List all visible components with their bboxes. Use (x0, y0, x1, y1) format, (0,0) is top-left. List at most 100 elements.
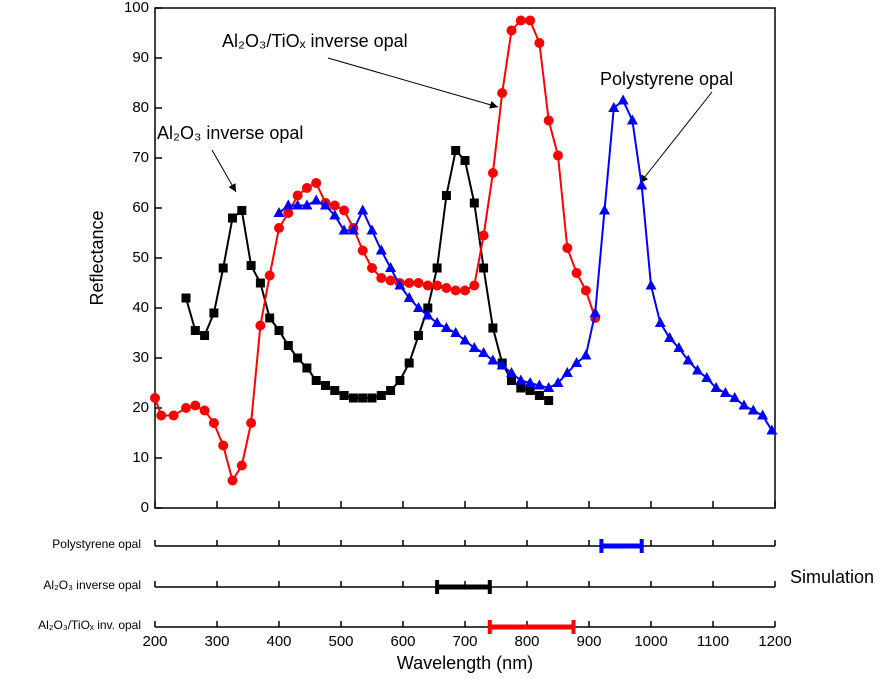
data-point (487, 354, 499, 365)
data-point (367, 393, 377, 403)
data-point (534, 38, 545, 48)
data-point (218, 440, 229, 451)
data-point (274, 326, 284, 335)
data-point (552, 377, 564, 387)
data-point (394, 279, 406, 290)
data-point (682, 354, 694, 365)
data-point (395, 376, 405, 385)
data-point (190, 326, 200, 335)
data-point (506, 25, 517, 36)
y-tick-label: 60 (132, 199, 149, 216)
data-point (190, 400, 201, 411)
data-point (580, 349, 592, 360)
simulation-label: Simulation (790, 567, 874, 587)
x-tick-label: 600 (390, 633, 415, 650)
data-point (432, 263, 442, 273)
annotation-arrow (211, 149, 237, 193)
data-point (329, 200, 340, 211)
annotation-arrow (639, 91, 713, 184)
data-point (375, 244, 387, 255)
data-point (487, 168, 498, 178)
x-tick-label: 1100 (697, 633, 729, 650)
data-point (348, 393, 358, 403)
data-point (376, 273, 387, 283)
data-point (264, 270, 275, 281)
data-point (478, 347, 490, 357)
y-tick-label: 20 (132, 399, 149, 416)
data-point (544, 396, 554, 405)
data-point (404, 358, 414, 368)
series-line (278, 98, 773, 432)
data-point (673, 342, 685, 352)
data-point (236, 460, 247, 471)
data-point (562, 243, 573, 253)
data-point (227, 475, 238, 486)
data-point (181, 293, 191, 303)
data-point (431, 317, 443, 327)
data-point (747, 404, 759, 415)
series-line (154, 19, 597, 483)
data-point (645, 279, 657, 290)
data-point (255, 320, 266, 331)
data-point (450, 327, 462, 337)
data-point (608, 102, 620, 112)
row-label: Al₂O₃ inverse opal (43, 578, 141, 592)
data-point (469, 280, 480, 291)
data-point (506, 367, 517, 377)
data-point (168, 410, 179, 421)
data-point (422, 309, 434, 320)
data-point (441, 191, 451, 200)
data-point (156, 410, 167, 421)
data-point (357, 204, 369, 215)
data-point (543, 115, 554, 126)
data-point (311, 178, 322, 188)
data-point (524, 377, 536, 387)
data-point (580, 285, 591, 296)
data-point (301, 199, 313, 210)
data-point (571, 268, 582, 278)
series-line (185, 148, 550, 402)
data-point (274, 223, 284, 233)
annotation: Al₂O₃/TiOₓ inverse opal (222, 31, 408, 51)
y-tick-label: 0 (141, 499, 149, 516)
data-point (413, 302, 424, 312)
data-point (150, 393, 160, 403)
data-point (339, 205, 350, 216)
data-point (525, 15, 536, 26)
data-point (571, 357, 583, 367)
data-point (692, 364, 703, 375)
y-tick-label: 80 (132, 99, 149, 116)
data-point (423, 303, 433, 313)
data-point (719, 387, 731, 397)
x-axis-label: Wavelength (nm) (397, 653, 533, 673)
x-tick-label: 900 (576, 633, 601, 650)
data-point (636, 179, 648, 190)
x-tick-label: 300 (204, 633, 229, 650)
data-point (533, 379, 545, 390)
x-tick-label: 1200 (758, 633, 791, 650)
data-point (292, 190, 303, 201)
data-point (283, 208, 294, 218)
data-point (338, 224, 350, 235)
data-point (460, 285, 470, 296)
data-point (516, 383, 526, 393)
data-point (246, 418, 257, 428)
data-point (497, 88, 508, 98)
data-point (237, 206, 247, 215)
row-label: Al₂O₃/TiOₓ inv. opal (38, 618, 141, 632)
data-point (413, 278, 424, 288)
y-tick-label: 50 (132, 249, 149, 266)
x-tick-label: 500 (328, 633, 353, 650)
x-tick-label: 200 (142, 633, 167, 650)
data-point (422, 280, 433, 291)
data-point (561, 367, 573, 377)
data-point (729, 392, 741, 402)
data-point (515, 15, 526, 26)
data-point (330, 386, 340, 395)
data-point (553, 150, 563, 161)
data-point (385, 275, 396, 286)
data-point (302, 363, 312, 373)
data-point (515, 374, 527, 385)
data-point (478, 230, 489, 241)
data-point (209, 308, 219, 318)
